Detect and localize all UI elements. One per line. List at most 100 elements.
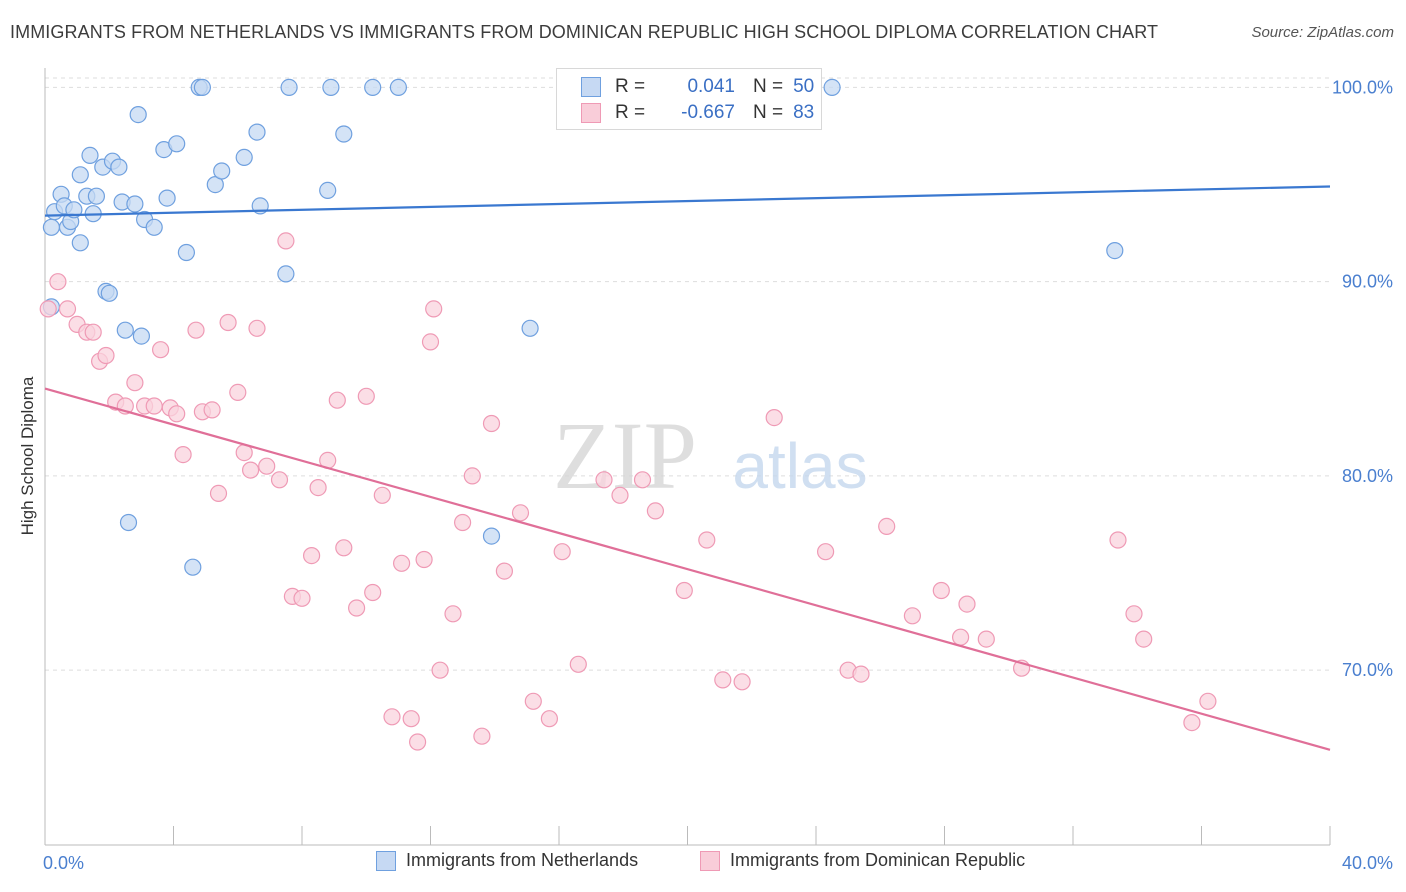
source-note: Source: ZipAtlas.com xyxy=(1251,24,1394,41)
point-netherlands xyxy=(322,78,340,97)
point-dominican xyxy=(357,387,375,405)
point-dominican xyxy=(473,727,491,745)
point-dominican xyxy=(58,300,77,318)
point-dominican xyxy=(187,321,205,339)
point-dominican xyxy=(277,232,295,250)
point-dominican xyxy=(463,467,481,485)
point-dominican xyxy=(309,479,327,497)
point-dominican xyxy=(611,486,629,504)
y-tick-label: 80.0% xyxy=(1342,466,1393,486)
stat-row-netherlands: R = 0.041 N = 50 xyxy=(581,74,814,100)
point-dominican xyxy=(977,630,995,648)
point-dominican xyxy=(203,401,221,419)
point-netherlands xyxy=(193,78,211,97)
trend-line-dominican xyxy=(44,387,1331,751)
point-dominican xyxy=(383,708,401,726)
legend-item-dominican: Immigrants from Dominican Republic xyxy=(700,850,1025,871)
point-dominican xyxy=(168,405,186,423)
point-netherlands xyxy=(71,166,89,184)
point-dominican xyxy=(402,710,420,728)
axes xyxy=(44,68,1331,846)
y-tick-label: 90.0% xyxy=(1342,272,1393,292)
point-dominican xyxy=(932,581,950,600)
point-dominican xyxy=(540,710,559,728)
point-dominican xyxy=(903,607,922,625)
series-dominican-points xyxy=(39,232,1217,751)
stat-r-value: 0.041 xyxy=(687,76,735,97)
legend-item-netherlands: Immigrants from Netherlands xyxy=(376,850,638,871)
point-dominican xyxy=(878,517,896,536)
point-dominican xyxy=(229,383,247,401)
point-netherlands xyxy=(389,78,407,97)
point-dominican xyxy=(248,319,266,337)
stat-n-label: N = xyxy=(753,76,784,97)
tick-labels: 100.0% 90.0% 80.0% 70.0% 0.0% 40.0% xyxy=(43,77,1393,873)
point-dominican xyxy=(431,661,449,679)
stat-r-value: -0.667 xyxy=(681,102,735,123)
stat-r-label: R = xyxy=(615,102,646,123)
point-netherlands xyxy=(1106,242,1124,260)
point-dominican xyxy=(219,313,237,332)
point-netherlands xyxy=(521,319,539,337)
point-dominican xyxy=(1135,630,1153,648)
point-netherlands xyxy=(145,218,163,236)
point-dominican xyxy=(852,665,870,683)
legend-label-netherlands: Immigrants from Netherlands xyxy=(406,850,639,870)
point-netherlands xyxy=(319,181,337,199)
point-dominican xyxy=(84,323,102,341)
stat-n-value: 83 xyxy=(793,102,815,123)
point-dominican xyxy=(714,671,732,689)
point-dominican xyxy=(1125,605,1143,623)
point-netherlands xyxy=(81,146,99,164)
point-netherlands xyxy=(248,123,266,141)
legend-swatch-netherlands xyxy=(376,850,396,871)
point-dominican xyxy=(1109,531,1127,549)
x-tick-label: 40.0% xyxy=(1342,853,1393,873)
point-dominican xyxy=(646,502,665,520)
point-netherlands xyxy=(280,78,298,97)
point-netherlands xyxy=(110,158,128,176)
legend-swatch-dominican xyxy=(700,850,720,871)
point-dominican xyxy=(145,397,163,415)
x-tick-label: 0.0% xyxy=(43,853,84,873)
point-dominican xyxy=(209,484,228,502)
point-netherlands xyxy=(168,135,186,153)
point-dominican xyxy=(364,583,382,602)
point-dominican xyxy=(482,414,501,433)
point-netherlands xyxy=(335,125,353,143)
point-dominican xyxy=(270,471,289,489)
point-netherlands xyxy=(158,189,176,207)
point-dominican xyxy=(303,546,321,565)
stat-n-label: N = xyxy=(753,102,784,123)
series-legend: Immigrants from Netherlands Immigrants f… xyxy=(0,850,1406,878)
point-dominican xyxy=(425,300,443,318)
point-dominican xyxy=(258,457,276,475)
point-dominican xyxy=(39,300,57,318)
stat-row-dominican: R = -0.667 N = 83 xyxy=(581,100,814,126)
y-tick-label: 100.0% xyxy=(1332,77,1393,97)
point-netherlands xyxy=(126,195,144,213)
point-netherlands xyxy=(87,187,106,205)
point-dominican xyxy=(126,374,144,392)
point-dominican xyxy=(951,628,970,646)
point-netherlands xyxy=(116,321,134,339)
watermark-atlas: atlas xyxy=(732,430,867,502)
point-dominican xyxy=(373,486,391,504)
point-netherlands xyxy=(129,105,147,124)
stats-legend: R = 0.041 N = 50 R = -0.667 N = 83 xyxy=(556,68,822,130)
point-dominican xyxy=(49,273,67,291)
point-dominican xyxy=(97,346,115,365)
point-netherlands xyxy=(71,234,89,252)
point-dominican xyxy=(569,655,587,673)
point-dominican xyxy=(444,605,462,623)
y-tick-label: 70.0% xyxy=(1342,660,1393,680)
point-netherlands xyxy=(277,265,295,283)
point-netherlands xyxy=(184,558,202,576)
point-netherlands xyxy=(42,218,61,236)
point-dominican xyxy=(495,562,513,580)
point-netherlands xyxy=(177,243,195,262)
point-netherlands xyxy=(119,513,138,532)
stat-swatch-dominican xyxy=(581,103,601,123)
point-netherlands xyxy=(235,148,253,166)
